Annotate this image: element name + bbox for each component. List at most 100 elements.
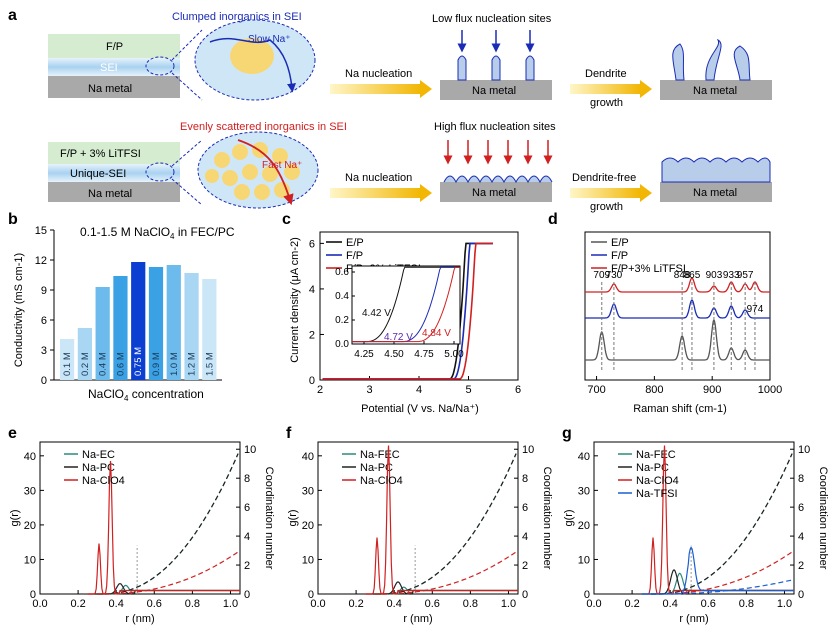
bar-label: 1.0 M bbox=[169, 352, 180, 376]
peak-label: 974 bbox=[747, 304, 764, 315]
na-metal-label2: Na metal bbox=[472, 85, 516, 97]
legend-label: Na-TFSI bbox=[636, 488, 678, 500]
evenly-title: Evenly scattered inorganics in SEI bbox=[180, 121, 347, 133]
y2-tick-label: 6 bbox=[798, 502, 804, 514]
x-tick-label: 4 bbox=[416, 384, 422, 396]
uniform-nuclei bbox=[443, 175, 553, 184]
y2-tick-label: 0 bbox=[244, 589, 250, 601]
legend-label: F/P bbox=[611, 250, 628, 262]
fp-label2: F/P + 3% LiTFSI bbox=[60, 148, 141, 160]
x-tick-label: 0.2 bbox=[70, 598, 85, 610]
chart-c-ylabel: Current density (μA cm-2) bbox=[289, 237, 301, 363]
series-line bbox=[585, 277, 770, 293]
y-label: g(r) bbox=[9, 509, 21, 526]
x-tick-label: 0.0 bbox=[32, 598, 47, 610]
nucleation-label2: Na nucleation bbox=[345, 172, 412, 184]
inset-x-tick-label: 4.25 bbox=[354, 349, 374, 360]
inset-frame bbox=[351, 265, 461, 345]
x-tick-label: 700 bbox=[587, 384, 605, 396]
y-tick-label: 20 bbox=[24, 520, 36, 532]
sei-layer bbox=[48, 58, 180, 76]
y2-tick-label: 2 bbox=[522, 560, 528, 572]
y-tick-label: 4 bbox=[309, 284, 315, 296]
na-metal-layer2 bbox=[48, 182, 180, 202]
y-tick-label: 0 bbox=[584, 589, 590, 601]
y-tick-label: 6 bbox=[309, 238, 315, 250]
y2-label: Coordination number bbox=[263, 467, 275, 570]
nucleation-arrow2 bbox=[330, 188, 420, 198]
panel-d: d 700 800 900 1000 E/PF/PF/P+3% LiTFSI70973… bbox=[548, 211, 782, 415]
bar bbox=[77, 328, 92, 380]
y-tick-label: 40 bbox=[24, 451, 36, 463]
y2-tick-label: 8 bbox=[798, 473, 804, 485]
dendrite bbox=[733, 45, 751, 81]
y-tick-label: 30 bbox=[302, 485, 314, 497]
inset-annotation: 4.72 V bbox=[384, 332, 413, 343]
chart-d-axes: 700 800 900 1000 bbox=[584, 231, 782, 396]
chart-f: 0.0 0.2 0.4 0.6 0.8 1.0 0 10 20 30 40 0 2 4 6 8 10 r (nm)… bbox=[287, 441, 553, 625]
chart-b-xlabel: NaClO4 concentration bbox=[88, 387, 204, 403]
chart-b-title: 0.1-1.5 M NaClO4 in FEC/PC bbox=[80, 225, 235, 241]
y2-label: Coordination number bbox=[541, 467, 553, 570]
x-tick-label: 6 bbox=[515, 384, 521, 396]
fp-layer bbox=[48, 34, 180, 58]
bar-label: 1.2 M bbox=[187, 352, 198, 376]
panel-f: f 0.0 0.2 0.4 0.6 0.8 1.0 0 10 20 30 40 0 2 4 6 8 10 r (n… bbox=[286, 425, 553, 625]
panel-e: e 0.0 0.2 0.4 0.6 0.8 1.0 0 10 20 30 40 0 2 4 6 8 10 r (n… bbox=[8, 425, 275, 625]
zoom-line bbox=[171, 178, 203, 206]
legend-label: Na-ClO4 bbox=[82, 475, 125, 487]
panel-g: g 0.0 0.2 0.4 0.6 0.8 1.0 0 10 20 30 40 0 2 4 6 8 10 r (n… bbox=[562, 425, 828, 625]
y-tick-label: 15 bbox=[35, 225, 47, 237]
x-tick-label: 2 bbox=[317, 384, 323, 396]
peak-label: 933 bbox=[723, 270, 740, 281]
y2-tick-label: 4 bbox=[522, 531, 528, 543]
inset-x-tick-label: 4.75 bbox=[414, 349, 434, 360]
bar-label: 1.5 M bbox=[204, 352, 215, 376]
dendrite-free-arrow-head bbox=[640, 184, 652, 202]
x-tick-label: 1.0 bbox=[777, 598, 792, 610]
y-label: g(r) bbox=[563, 509, 575, 526]
na-metal-label: Na metal bbox=[88, 83, 132, 95]
peak-label: 730 bbox=[606, 270, 623, 281]
x-tick-label: 0.6 bbox=[425, 598, 440, 610]
plot-frame bbox=[39, 441, 241, 595]
legend-label: Na-ClO4 bbox=[636, 475, 679, 487]
inset-x-tick-label: 5.00 bbox=[444, 349, 464, 360]
y-tick-label: 40 bbox=[578, 451, 590, 463]
y-tick-label: 20 bbox=[578, 520, 590, 532]
chart-c-xlabel: Potential (V vs. Na/Na⁺) bbox=[361, 403, 479, 415]
dendrite bbox=[672, 43, 685, 81]
inset-x-tick-label: 4.50 bbox=[384, 349, 404, 360]
plot-frame bbox=[584, 231, 771, 381]
zoom-circle2 bbox=[145, 162, 175, 182]
slow-path bbox=[209, 37, 296, 93]
zoom-line bbox=[171, 72, 203, 101]
legend-label: E/P bbox=[611, 237, 629, 249]
y2-tick-label: 4 bbox=[798, 531, 804, 543]
x-label: r (nm) bbox=[679, 613, 708, 625]
bar bbox=[131, 262, 146, 380]
scattered-inorganics bbox=[205, 142, 300, 200]
peak-label: 709 bbox=[593, 270, 610, 281]
sei-label: SEI bbox=[100, 62, 118, 74]
unique-sei-layer bbox=[48, 164, 180, 182]
x-tick-label: 0.0 bbox=[586, 598, 601, 610]
legend-label: Na-EC bbox=[82, 449, 115, 461]
y-tick-label: 3 bbox=[41, 345, 47, 357]
dendrite-label2: growth bbox=[590, 97, 623, 109]
y-tick-label: 10 bbox=[24, 554, 36, 566]
y-tick-label: 30 bbox=[24, 485, 36, 497]
cn-line bbox=[375, 551, 517, 595]
x-tick-label: 0.8 bbox=[739, 598, 754, 610]
unique-sei-label: Unique-SEI bbox=[70, 168, 126, 180]
fp-label: F/P bbox=[106, 41, 123, 53]
na-metal-label4: Na metal bbox=[88, 188, 132, 200]
dendrite-free-label2: growth bbox=[590, 201, 623, 213]
dendrite bbox=[705, 38, 722, 81]
nucleus bbox=[457, 55, 467, 81]
fast-path bbox=[237, 139, 294, 206]
high-flux-arrows bbox=[443, 140, 553, 165]
x-label: r (nm) bbox=[403, 613, 432, 625]
